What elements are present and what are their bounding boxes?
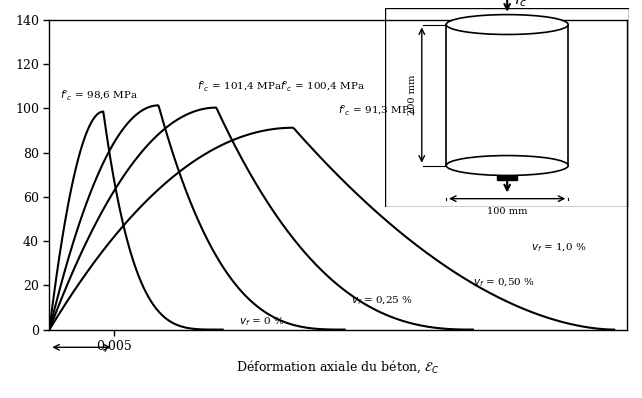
Text: $f'_c$ = 91,3 MPa: $f'_c$ = 91,3 MPa <box>338 103 417 117</box>
Polygon shape <box>498 175 517 180</box>
Text: $v_f$ = 1,0 %: $v_f$ = 1,0 % <box>531 242 586 254</box>
Text: $f'_c$ = 100,4 MPa: $f'_c$ = 100,4 MPa <box>281 79 365 93</box>
Ellipse shape <box>446 156 568 176</box>
X-axis label: Déformation axiale du béton, $\mathcal{E}_C$: Déformation axiale du béton, $\mathcal{E… <box>236 359 440 375</box>
Text: 200 mm: 200 mm <box>408 75 417 115</box>
Ellipse shape <box>446 15 568 35</box>
Text: 100 mm: 100 mm <box>487 207 527 216</box>
Text: $f'_c$ = 101,4 MPa: $f'_c$ = 101,4 MPa <box>197 79 282 93</box>
Text: $f'_c$ = 98,6 MPa: $f'_c$ = 98,6 MPa <box>60 88 138 102</box>
Polygon shape <box>446 25 568 166</box>
Text: $v_f$ = 0,50 %: $v_f$ = 0,50 % <box>473 277 535 289</box>
Text: $v_f$ = 0 %: $v_f$ = 0 % <box>239 316 285 328</box>
Text: $f_c$: $f_c$ <box>514 0 528 9</box>
Text: $v_f$ = 0,25 %: $v_f$ = 0,25 % <box>351 295 413 307</box>
